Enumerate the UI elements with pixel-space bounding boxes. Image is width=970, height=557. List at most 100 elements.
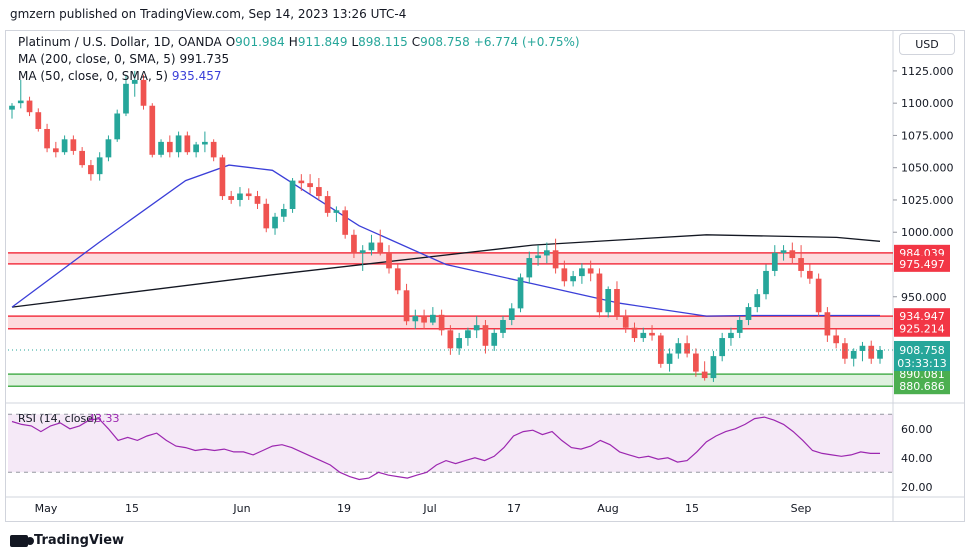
candle[interactable] [456, 338, 463, 349]
candle[interactable] [333, 210, 340, 213]
candle[interactable] [824, 312, 831, 336]
candle[interactable] [219, 157, 226, 197]
candle[interactable] [807, 270, 813, 279]
candle[interactable] [543, 250, 550, 256]
candle[interactable] [815, 278, 822, 313]
candle[interactable] [596, 273, 603, 313]
candle[interactable] [412, 316, 419, 322]
candle[interactable] [728, 332, 734, 339]
candle[interactable] [254, 196, 261, 204]
candle[interactable] [833, 335, 840, 344]
candle[interactable] [298, 180, 305, 184]
candle[interactable] [307, 183, 313, 188]
candle[interactable] [131, 79, 138, 84]
candle[interactable] [710, 356, 717, 379]
candle[interactable] [175, 135, 182, 153]
candle[interactable] [579, 268, 585, 277]
candle[interactable] [640, 332, 647, 339]
candle[interactable] [52, 148, 59, 153]
candle[interactable] [351, 234, 357, 253]
candle[interactable] [622, 316, 629, 328]
candle[interactable] [17, 100, 24, 104]
candle[interactable] [35, 112, 42, 129]
candle[interactable] [61, 139, 68, 153]
candle[interactable] [193, 144, 199, 153]
candle[interactable] [508, 308, 515, 320]
candle[interactable] [359, 250, 366, 253]
candle[interactable] [438, 314, 445, 331]
candle[interactable] [79, 150, 85, 166]
candle[interactable] [245, 193, 252, 197]
candle[interactable] [482, 325, 489, 346]
candle[interactable] [605, 289, 612, 313]
candle[interactable] [184, 135, 191, 153]
candle[interactable] [789, 250, 796, 259]
candle[interactable] [237, 193, 243, 200]
candle[interactable] [342, 210, 349, 235]
candle[interactable] [26, 100, 33, 113]
candle[interactable] [798, 258, 804, 271]
candle[interactable] [202, 141, 208, 145]
candle[interactable] [570, 276, 576, 282]
candle[interactable] [316, 187, 322, 197]
candle[interactable] [96, 157, 103, 175]
candle[interactable] [289, 180, 296, 209]
candle[interactable] [473, 325, 480, 331]
candle[interactable] [754, 294, 761, 308]
candle[interactable] [701, 371, 708, 379]
candle[interactable] [368, 242, 375, 251]
candle[interactable] [561, 268, 568, 282]
candle[interactable] [44, 128, 50, 149]
ma50-legend[interactable]: MA (50, close, 0, SMA, 5) 935.457 [18, 69, 226, 83]
candle[interactable] [745, 307, 752, 320]
candle[interactable] [587, 268, 594, 274]
candle[interactable] [263, 203, 270, 229]
candle[interactable] [719, 338, 726, 357]
candle[interactable] [447, 330, 454, 349]
candle[interactable] [386, 252, 392, 269]
candle[interactable] [403, 290, 410, 322]
currency-button[interactable]: USD [899, 33, 955, 55]
candle[interactable] [394, 268, 401, 291]
candle[interactable] [491, 332, 498, 346]
candle[interactable] [842, 343, 848, 359]
candle[interactable] [649, 332, 655, 336]
candle[interactable] [675, 343, 682, 354]
candle[interactable] [158, 141, 164, 155]
candle[interactable] [736, 319, 743, 333]
candle[interactable] [123, 83, 129, 114]
candle[interactable] [228, 196, 235, 200]
tradingview-logo[interactable]: TradingView [10, 533, 124, 548]
candle[interactable] [666, 353, 673, 364]
candle[interactable] [114, 113, 121, 140]
candle[interactable] [526, 258, 533, 278]
candle[interactable] [377, 242, 384, 253]
candle[interactable] [429, 314, 436, 323]
candle[interactable] [500, 319, 506, 333]
candle[interactable] [614, 289, 620, 317]
candle[interactable] [105, 139, 112, 158]
candle[interactable] [552, 250, 559, 269]
candle[interactable] [421, 316, 427, 323]
candle[interactable] [9, 105, 15, 110]
candle[interactable] [210, 141, 217, 158]
candle[interactable] [631, 327, 638, 339]
candle[interactable] [877, 349, 883, 359]
candle[interactable] [517, 277, 524, 309]
candle[interactable] [149, 105, 156, 155]
candle[interactable] [780, 250, 787, 253]
candle[interactable] [465, 330, 471, 339]
candle[interactable] [684, 343, 690, 354]
candle[interactable] [324, 196, 331, 213]
candle[interactable] [70, 139, 77, 151]
candle[interactable] [850, 350, 857, 359]
candle[interactable] [280, 208, 287, 217]
candle[interactable] [88, 165, 94, 175]
candle[interactable] [140, 79, 147, 106]
candle[interactable] [771, 252, 778, 271]
candle[interactable] [535, 255, 541, 259]
candle[interactable] [763, 270, 769, 295]
candle[interactable] [272, 216, 278, 229]
candle[interactable] [166, 141, 173, 153]
